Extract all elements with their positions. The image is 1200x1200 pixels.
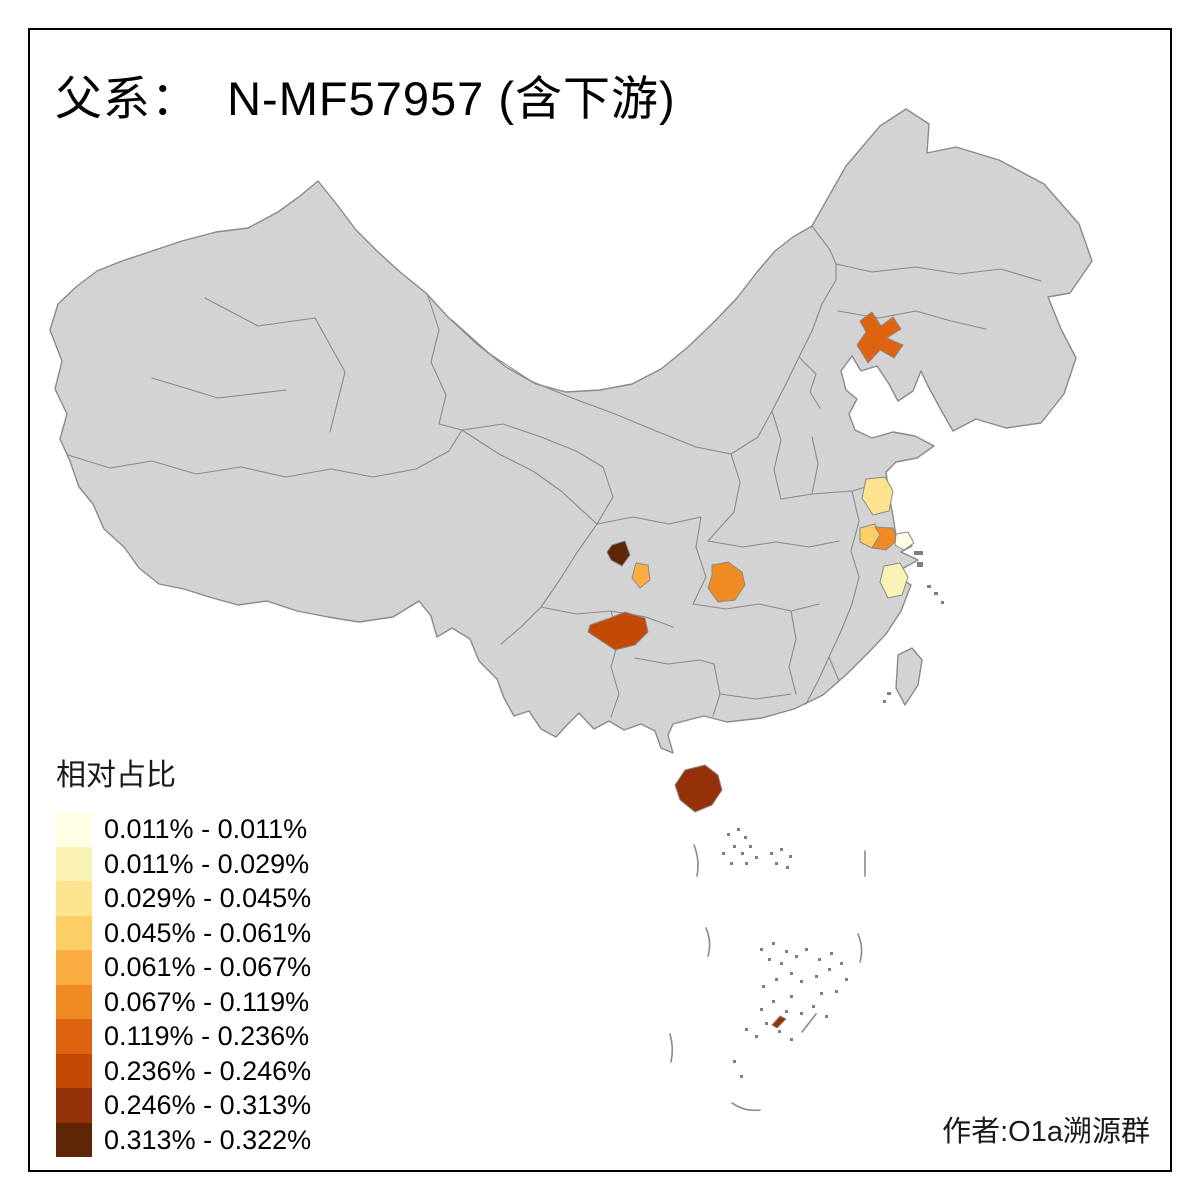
legend-item: 0.236% - 0.246% xyxy=(56,1053,312,1088)
legend-range-label: 0.119% - 0.236% xyxy=(104,1021,310,1051)
attribution-text: 作者:O1a溯源群 xyxy=(942,1116,1150,1148)
legend-color-swatch xyxy=(56,984,92,1019)
region-highlight-sichuan-northwest xyxy=(606,540,631,567)
legend-range-label: 0.045% - 0.061% xyxy=(104,917,312,948)
legend-range-label: 0.061% - 0.067% xyxy=(104,952,312,982)
region-highlight-sichuan-central xyxy=(631,562,651,589)
legend-color-swatch xyxy=(56,950,92,985)
legend-color-swatch xyxy=(56,915,92,950)
legend-item: 0.313% - 0.322% xyxy=(56,1122,312,1157)
map-title: 父系： N-MF57957 (含下游) xyxy=(55,72,676,125)
legend-item: 0.011% - 0.029% xyxy=(56,846,311,881)
plot-frame xyxy=(28,28,1172,1172)
legend-color-swatch xyxy=(56,1053,92,1088)
legend-title: 相对占比 xyxy=(56,759,176,792)
region-highlight-liaoning xyxy=(856,311,904,364)
legend-range-label: 0.246% - 0.313% xyxy=(104,1090,312,1120)
region-highlight-south-sea-island xyxy=(771,1015,787,1029)
region-highlight-hubei xyxy=(707,561,746,603)
legend-color-swatch xyxy=(56,846,92,881)
highlight-regions xyxy=(587,311,915,1029)
region-highlight-jiangsu-coast xyxy=(894,531,915,551)
legend-item: 0.119% - 0.236% xyxy=(56,1019,311,1054)
legend-color-swatch xyxy=(56,881,92,916)
legend-color-swatch xyxy=(56,1019,92,1054)
region-highlight-guizhou xyxy=(587,611,649,651)
legend-range-label: 0.011% - 0.011% xyxy=(104,814,308,844)
legend-color-swatch xyxy=(56,1122,92,1157)
legend-range-label: 0.029% - 0.045% xyxy=(104,883,312,913)
legend-color-swatch xyxy=(56,812,92,847)
nine-dash-line xyxy=(669,844,866,1112)
legend-item: 0.246% - 0.313% xyxy=(56,1088,311,1123)
legend-range-label: 0.067% - 0.119% xyxy=(104,986,310,1017)
legend-range-label: 0.011% - 0.029% xyxy=(104,848,310,879)
legend-items: 0.011% - 0.011% 0.011% - 0.029% 0.029% - 0… xyxy=(56,812,311,1157)
region-highlight-hainan xyxy=(674,764,723,813)
legend-range-label: 0.236% - 0.246% xyxy=(104,1055,312,1086)
legend: 相对占比 0.011% - 0.011% 0.011% - 0.029% 0.029… xyxy=(56,750,311,1157)
legend-item: 0.011% - 0.011% xyxy=(56,812,311,847)
province-borders xyxy=(67,225,1042,718)
legend-range-label: 0.313% - 0.322% xyxy=(104,1124,312,1155)
region-highlight-jiangsu-east xyxy=(871,526,898,551)
island-specks xyxy=(722,551,944,1078)
legend-item: 0.061% - 0.067% xyxy=(56,950,311,985)
legend-item: 0.029% - 0.045% xyxy=(56,881,311,916)
region-highlight-jiangsu-north xyxy=(861,476,894,516)
legend-item: 0.045% - 0.061% xyxy=(56,915,312,950)
region-highlight-zhejiang-north xyxy=(879,562,909,599)
taiwan-island-shape xyxy=(895,647,923,706)
legend-item: 0.067% - 0.119% xyxy=(56,984,311,1019)
mainland-china-shape xyxy=(49,108,1093,754)
legend-color-swatch xyxy=(56,1088,92,1123)
